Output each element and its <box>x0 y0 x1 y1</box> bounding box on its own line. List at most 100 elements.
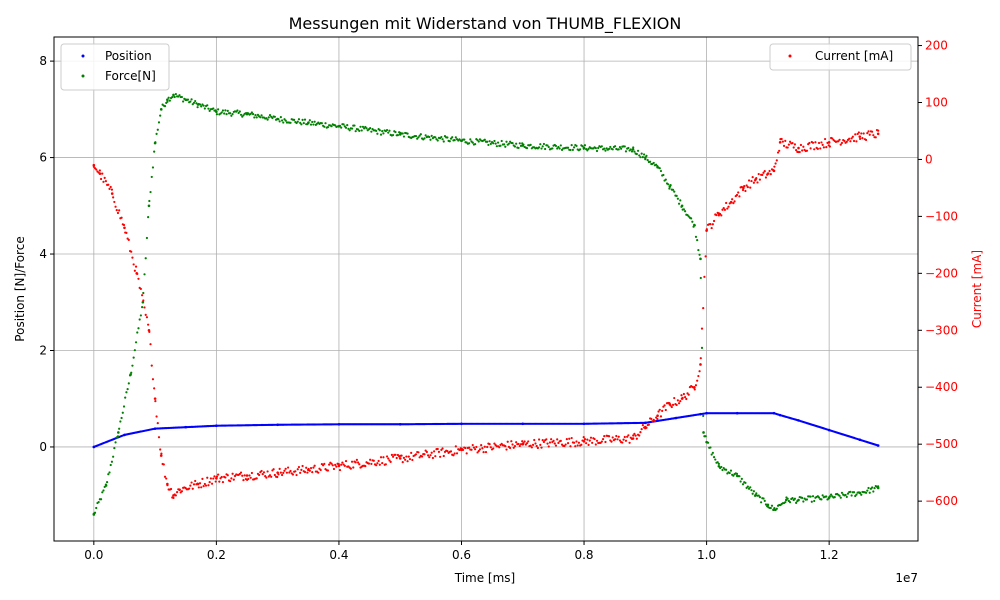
data-point <box>337 464 341 468</box>
data-point <box>542 440 546 444</box>
data-point <box>370 130 373 133</box>
data-point <box>250 111 253 114</box>
data-point <box>276 117 279 121</box>
data-point <box>123 226 126 230</box>
data-point <box>343 464 346 467</box>
data-point <box>659 169 663 173</box>
legend-left: Position Force[N] <box>60 43 170 91</box>
data-point <box>856 132 859 136</box>
data-point <box>630 150 634 153</box>
data-point <box>379 133 383 136</box>
data-point <box>346 124 349 127</box>
data-point <box>852 139 856 143</box>
data-point <box>252 112 255 116</box>
data-point <box>474 448 477 451</box>
data-point <box>303 118 307 121</box>
data-point <box>337 422 341 426</box>
data-point <box>656 165 659 169</box>
data-point <box>591 441 594 444</box>
data-point <box>280 473 284 477</box>
data-point <box>453 139 456 142</box>
data-point <box>486 140 489 143</box>
data-point <box>124 396 127 399</box>
data-point <box>623 435 626 439</box>
data-point <box>611 436 614 439</box>
data-point <box>640 152 643 155</box>
data-point <box>215 110 218 114</box>
data-point <box>451 136 454 139</box>
data-point <box>813 148 816 151</box>
data-point <box>754 178 757 181</box>
data-point <box>534 442 537 445</box>
data-point <box>120 216 123 219</box>
data-point <box>469 138 472 141</box>
data-point <box>535 444 538 448</box>
y-right-tick-label: −300 <box>925 323 958 337</box>
data-point <box>145 236 149 240</box>
data-point <box>242 114 245 117</box>
data-point <box>190 98 193 101</box>
data-point <box>338 468 342 472</box>
data-point <box>488 140 491 143</box>
y-axis-left-label: Position [N]/Force <box>13 236 27 341</box>
y-left-tick-label: 6 <box>39 151 47 165</box>
data-point <box>570 436 573 440</box>
data-point <box>728 471 731 475</box>
data-point <box>827 141 831 144</box>
data-point <box>798 150 801 154</box>
data-point <box>104 180 107 183</box>
data-point <box>241 474 244 477</box>
data-point <box>786 146 789 149</box>
data-point <box>319 468 322 472</box>
data-point <box>658 167 661 170</box>
data-point <box>460 139 463 142</box>
data-point <box>311 470 314 474</box>
data-point <box>268 474 272 477</box>
data-point <box>546 144 549 147</box>
data-point <box>398 133 402 136</box>
data-point <box>311 120 314 124</box>
data-point <box>604 440 607 444</box>
data-point <box>609 145 612 149</box>
data-point <box>279 471 282 474</box>
data-point <box>705 229 708 232</box>
data-point <box>270 475 273 478</box>
data-point <box>537 146 541 149</box>
data-point <box>261 472 264 476</box>
data-point <box>572 146 576 149</box>
data-point <box>153 397 157 400</box>
data-point <box>631 148 635 151</box>
data-point <box>372 459 375 462</box>
data-point <box>744 481 747 484</box>
data-point <box>782 144 786 147</box>
data-point <box>297 465 301 469</box>
data-point <box>123 433 126 437</box>
data-point <box>571 148 574 152</box>
data-point <box>540 446 543 449</box>
data-point <box>655 416 658 419</box>
data-point <box>229 112 232 115</box>
data-point <box>159 108 163 111</box>
data-point <box>547 145 550 149</box>
data-point <box>189 484 192 487</box>
data-point <box>470 448 473 451</box>
data-point <box>186 98 190 101</box>
data-point <box>699 257 702 261</box>
data-point <box>289 121 292 124</box>
data-point <box>141 305 144 309</box>
data-point <box>239 471 243 474</box>
data-point <box>780 137 783 141</box>
data-point <box>537 438 541 441</box>
y-left-tick-label: 4 <box>39 247 47 261</box>
data-point <box>623 145 626 148</box>
data-point <box>285 471 288 474</box>
data-point <box>350 460 354 463</box>
data-point <box>347 127 350 130</box>
data-point <box>378 463 381 466</box>
data-point <box>436 447 439 451</box>
legend-right: Current [mA] <box>769 43 912 71</box>
data-point <box>770 504 774 507</box>
data-point <box>668 185 672 188</box>
data-point <box>635 437 638 440</box>
data-point <box>446 136 449 139</box>
